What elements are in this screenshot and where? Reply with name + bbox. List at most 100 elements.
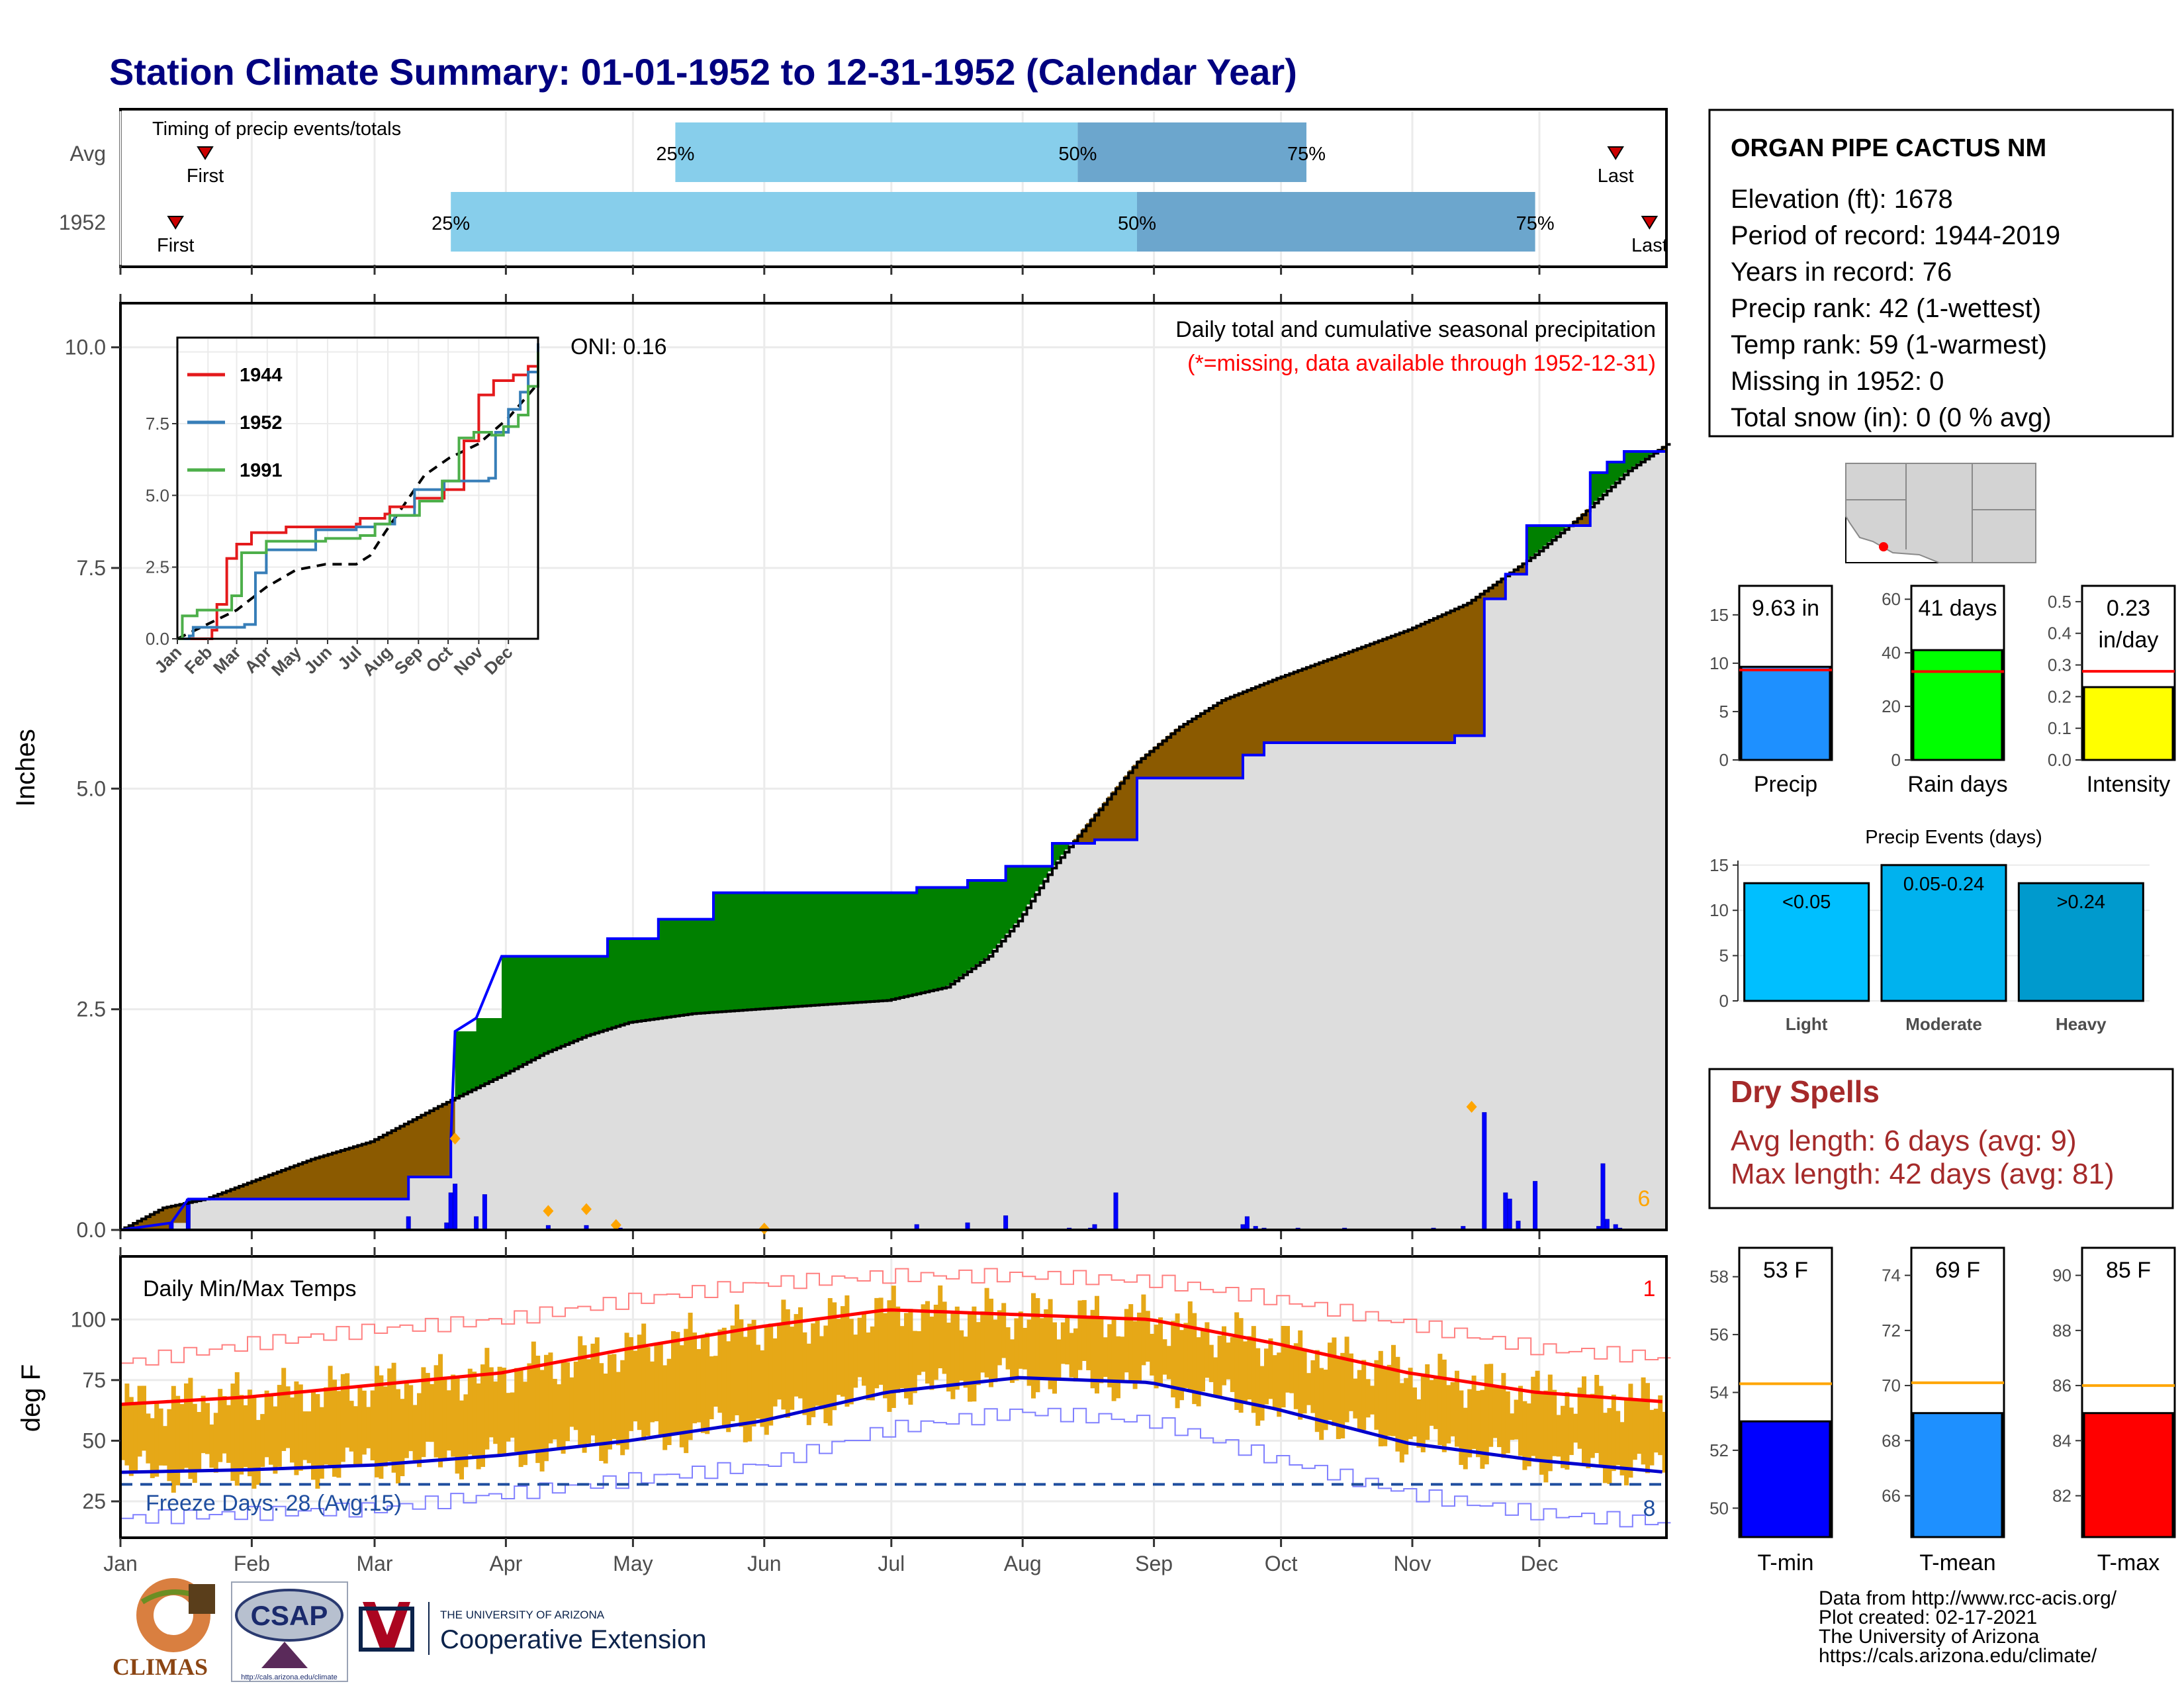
daily-temp-bar [1268, 1338, 1273, 1399]
daily-temp-bar [239, 1395, 244, 1475]
daily-temp-bar [1404, 1378, 1409, 1455]
temp-summary-category-label: T-mean [1919, 1550, 1995, 1575]
daily-temp-bar [790, 1327, 795, 1410]
ua-logo-small-text: THE UNIVERSITY OF ARIZONA [440, 1609, 605, 1621]
daily-precip-bar [482, 1194, 487, 1231]
daily-temp-bar [721, 1327, 727, 1429]
temp-summary-y-tick-label: 84 [2052, 1430, 2071, 1450]
daily-temp-bar [1120, 1336, 1125, 1382]
month-label: Nov [1394, 1552, 1432, 1575]
daily-temp-bar [1175, 1313, 1180, 1409]
daily-temp-bar [1328, 1342, 1332, 1421]
temp-y-tick-label: 50 [82, 1429, 106, 1452]
daily-temp-bar [1234, 1312, 1240, 1410]
daily-temp-bar [662, 1365, 668, 1450]
daily-temp-bar [1598, 1385, 1604, 1466]
daily-temp-bar [1522, 1401, 1527, 1470]
timing-label-75: 75% [1516, 213, 1555, 234]
daily-temp-bar [1162, 1339, 1167, 1375]
daily-temp-bar [472, 1372, 477, 1458]
precip-diamond [543, 1205, 554, 1217]
daily-temp-bar [1340, 1352, 1345, 1438]
daily-temp-bar [666, 1358, 672, 1446]
daily-temp-bar [451, 1374, 456, 1457]
temp-summary-y-tick-label: 66 [1882, 1486, 1901, 1506]
daily-temp-bar [315, 1393, 320, 1489]
daily-temp-bar [1471, 1376, 1477, 1449]
daily-temp-bar [1217, 1335, 1222, 1397]
daily-temp-bar [1293, 1343, 1298, 1409]
daily-temp-bar [717, 1329, 723, 1413]
month-label: Jul [878, 1552, 905, 1575]
events-category-label: Heavy [2056, 1014, 2107, 1034]
daily-temp-bar [963, 1336, 968, 1388]
daily-temp-bar [811, 1323, 816, 1417]
precip-corner-count: 6 [1638, 1186, 1651, 1211]
avg-min-line [120, 1376, 1662, 1474]
daily-temp-bar [544, 1354, 549, 1462]
daily-temp-bar [751, 1319, 756, 1427]
daily-temp-bar [1416, 1399, 1422, 1448]
daily-temp-bar [357, 1386, 363, 1467]
summary-value-bar [1740, 665, 1831, 761]
daily-temp-bar [1412, 1387, 1417, 1437]
inset-legend: 1944 1952 1991 [187, 365, 283, 481]
daily-temp-bar [1150, 1333, 1155, 1376]
first-label: First [187, 165, 224, 187]
credit-line-3: The University of Arizona [1819, 1626, 2040, 1648]
daily-precip-bar [1604, 1219, 1610, 1231]
inset-avg-line [177, 383, 539, 640]
daily-temp-bar [1014, 1318, 1019, 1381]
daily-temp-bar [1044, 1309, 1049, 1378]
daily-temp-bar [1196, 1337, 1201, 1407]
daily-temp-bar [603, 1374, 608, 1464]
precip-y-tick-label: 10.0 [65, 336, 106, 359]
precip-events-title: Precip Events (days) [1865, 827, 2042, 848]
summary-category-label: Precip [1754, 772, 1817, 797]
daily-temp-bar [633, 1350, 638, 1422]
daily-temp-bar [226, 1405, 231, 1463]
precip-summary-bars: 0 5 10 15 9.63 in Precip 0 20 40 60 41 days Rain da… [1709, 585, 2176, 797]
daily-temp-bar [425, 1373, 430, 1442]
precip-events-chart: <0.05 Light 0.05-0.24 Moderate >0.24 Heavy 0 5 1… [1709, 855, 2150, 1034]
daily-temp-bar [1187, 1301, 1193, 1391]
daily-temp-bar [184, 1383, 189, 1468]
avg-max-line [120, 1308, 1662, 1406]
daily-temp-bar [573, 1361, 578, 1430]
daily-temp-bar [1183, 1323, 1189, 1388]
last-marker [1607, 146, 1624, 160]
daily-temp-bar [213, 1413, 218, 1473]
daily-temp-bar [1467, 1389, 1473, 1458]
daily-temp-bar [1018, 1311, 1023, 1369]
daily-temp-bar [912, 1331, 917, 1393]
daily-temp-bar [1450, 1382, 1455, 1436]
daily-temp-bar [1238, 1318, 1244, 1413]
daily-temp-bar [306, 1411, 312, 1464]
csap-logo-text: CSAP [251, 1600, 328, 1631]
daily-temp-bar [311, 1389, 316, 1480]
inset-1944-line [177, 346, 539, 640]
daily-temp-bar [493, 1382, 498, 1444]
precip-panel: 0.0 2.5 5.0 7.5 10.0 Inches Daily total and … [11, 294, 1671, 1242]
daily-temp-bar [984, 1288, 989, 1378]
daily-temp-bar [510, 1392, 515, 1438]
summary-value-label-2: in/day [2099, 628, 2159, 653]
events-bar-label: 0.05-0.24 [1903, 874, 1985, 895]
daily-temp-bar [705, 1333, 710, 1434]
ua-logo: THE UNIVERSITY OF ARIZONA Cooperative Ex… [359, 1602, 706, 1655]
temp-summary-y-tick-label: 70 [1882, 1376, 1901, 1395]
daily-temp-bar [1645, 1383, 1650, 1474]
summary-y-tick-label: 60 [1882, 589, 1901, 609]
timing-panel: Timing of precip events/totals Avg 1952 … [59, 108, 1668, 275]
daily-temp-bar [921, 1304, 926, 1372]
events-bar [2017, 882, 2144, 1002]
daily-temp-bar [1619, 1422, 1625, 1476]
summary-value-bar [2083, 686, 2174, 761]
daily-temp-bar [1607, 1408, 1612, 1484]
page-title: Station Climate Summary: 01-01-1952 to 1… [109, 51, 1297, 93]
daily-temp-bar [158, 1408, 163, 1466]
temp-summary-y-tick-label: 72 [1882, 1321, 1901, 1340]
daily-temp-bar [772, 1338, 778, 1407]
daily-temp-bar [1463, 1407, 1468, 1470]
daily-temp-bar [615, 1372, 621, 1446]
